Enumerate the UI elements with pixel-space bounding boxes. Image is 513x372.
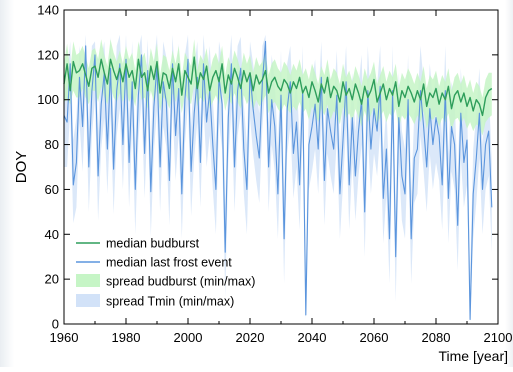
legend-label: spread Tmin (min/max) <box>106 295 234 309</box>
x-tick-label: 2060 <box>360 330 389 345</box>
legend-label: median last frost event <box>106 256 232 270</box>
y-tick-label: 80 <box>45 137 59 152</box>
line-layer <box>63 40 493 321</box>
y-axis-label: DOY <box>13 151 30 184</box>
x-tick-label: 1980 <box>112 330 141 345</box>
legend: median budburst median last frost event sp… <box>76 237 255 309</box>
y-tick-label: 140 <box>37 3 59 18</box>
y-tick-label: 120 <box>37 47 59 62</box>
x-tick-label: 1960 <box>50 330 79 345</box>
y-tick-label: 20 <box>45 272 59 287</box>
x-tick-label: 2100 <box>484 330 513 345</box>
tick-layer: 1960 1980 2000 2020 2040 2060 2080 210002040608… <box>37 3 512 346</box>
y-tick-label: 0 <box>52 317 59 332</box>
legend-label: spread budburst (min/max) <box>106 275 255 289</box>
legend-label: median budburst <box>106 237 200 251</box>
legend-swatch-band <box>76 294 100 307</box>
x-tick-label: 2020 <box>236 330 265 345</box>
x-tick-label: 2000 <box>174 330 203 345</box>
y-tick-label: 60 <box>45 182 59 197</box>
x-tick-label: 2080 <box>422 330 451 345</box>
series-line-budburst <box>63 56 493 117</box>
y-tick-label: 40 <box>45 227 59 242</box>
x-tick-label: 2040 <box>298 330 327 345</box>
x-axis-label: Time [year] <box>439 348 509 364</box>
y-tick-label: 100 <box>37 92 59 107</box>
series-line-last-frost <box>63 40 493 321</box>
legend-swatch-band <box>76 274 100 287</box>
